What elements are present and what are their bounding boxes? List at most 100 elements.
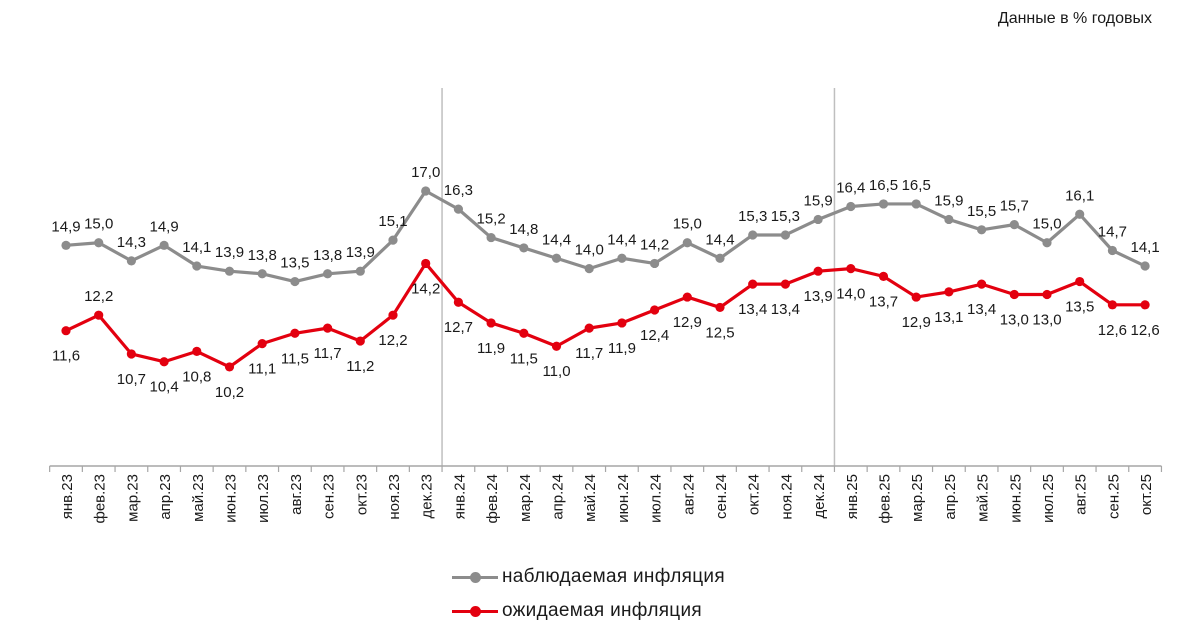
data-point [551,253,562,263]
x-tick-label: окт.25 [1138,474,1155,515]
data-label: 15,9 [934,192,963,209]
data-point [159,240,169,250]
chart-legend: наблюдаемая инфляция ожидаемая инфляция [452,560,725,628]
data-label: 13,7 [869,293,898,310]
data-point [878,199,889,209]
data-point [977,279,987,289]
data-point [1140,300,1150,310]
data-point [421,258,431,269]
x-tick-label: сен.24 [713,474,730,519]
x-tick-label: май.24 [582,474,599,522]
x-tick-label: окт.24 [746,474,763,515]
legend-dot-observed [470,572,481,583]
x-tick-label: фев.23 [92,474,109,524]
data-point [257,339,267,349]
series-line [65,189,1146,284]
data-point [323,269,333,279]
data-point [551,341,562,351]
data-point [977,225,987,235]
data-point [748,230,758,240]
legend-item-observed: наблюдаемая инфляция [452,560,725,594]
x-tick-label: мар.23 [124,474,141,522]
data-point [224,266,235,276]
data-label: 13,0 [1000,311,1029,328]
legend-dot-expected [470,606,481,617]
x-tick-label: янв.24 [451,474,468,519]
data-label: 12,2 [378,332,407,349]
x-tick-label: июн.23 [223,474,240,523]
data-point [519,328,529,338]
data-point [290,328,300,338]
legend-marker-expected [452,601,498,621]
x-tick-label: янв.23 [59,474,76,519]
data-point [257,269,267,279]
x-tick-label: ноя.24 [778,474,795,520]
data-label: 11,9 [608,340,636,357]
data-point [911,199,921,209]
x-tick-label: июн.25 [1007,474,1024,523]
data-label: 15,0 [673,216,702,233]
data-point [192,346,202,356]
data-label: 15,0 [84,216,113,233]
data-label: 13,9 [215,244,244,261]
data-label: 12,5 [705,324,734,341]
data-label: 11,6 [52,348,80,365]
data-label: 12,4 [640,327,669,344]
x-tick-label: мар.24 [517,474,534,522]
x-tick-label: ноя.23 [386,474,403,520]
data-label: 14,4 [705,231,734,248]
data-point [519,243,529,253]
data-point [748,279,758,289]
data-label: 12,2 [84,288,113,305]
data-label: 15,7 [1000,198,1029,215]
data-label: 14,9 [51,218,80,235]
data-point [1075,276,1085,287]
data-point [1107,245,1117,256]
legend-item-expected: ожидаемая инфляция [452,594,725,628]
data-label: 15,5 [967,203,996,220]
data-point [61,326,71,336]
data-point [1107,300,1117,310]
data-label: 15,0 [1032,216,1061,233]
x-tick-label: янв.25 [844,474,861,519]
x-tick-label: дек.23 [419,474,436,519]
data-label: 13,4 [771,301,800,318]
data-point [486,232,496,243]
data-point [355,266,365,276]
data-point [388,235,398,245]
data-point [780,230,791,240]
legend-marker-observed [452,567,498,587]
data-label: 13,8 [313,247,342,264]
data-label: 11,1 [248,361,276,378]
data-label: 13,9 [803,288,832,305]
data-point [813,214,823,225]
data-label: 11,0 [542,363,570,380]
x-tick-label: июл.23 [255,474,272,523]
data-label: 12,9 [902,314,931,331]
x-tick-label: окт.23 [353,474,370,515]
data-point [944,214,954,225]
data-label: 15,9 [803,192,832,209]
data-label: 13,5 [1065,299,1094,316]
data-label: 13,8 [248,247,277,264]
data-point [682,292,692,302]
data-point [650,305,660,315]
data-point [682,238,692,248]
data-point [846,201,856,212]
data-point [813,266,823,276]
data-point [1042,238,1052,248]
data-point [159,357,169,367]
x-tick-label: сен.25 [1105,474,1122,519]
data-label: 11,2 [346,358,374,375]
series-expected: 11,612,210,7 10,410,810,211,111,5 11,711,2… [52,258,1160,401]
x-tick-label: май.23 [190,474,207,522]
data-label: 15,1 [378,213,407,230]
data-label: 16,4 [836,180,865,197]
data-point [715,253,725,263]
data-point [290,276,300,287]
x-tick-label: авг.23 [288,474,305,515]
data-label: 10,8 [182,368,211,385]
data-label: 11,5 [281,350,309,367]
data-label: 14,7 [1098,224,1127,241]
data-point [126,349,136,359]
